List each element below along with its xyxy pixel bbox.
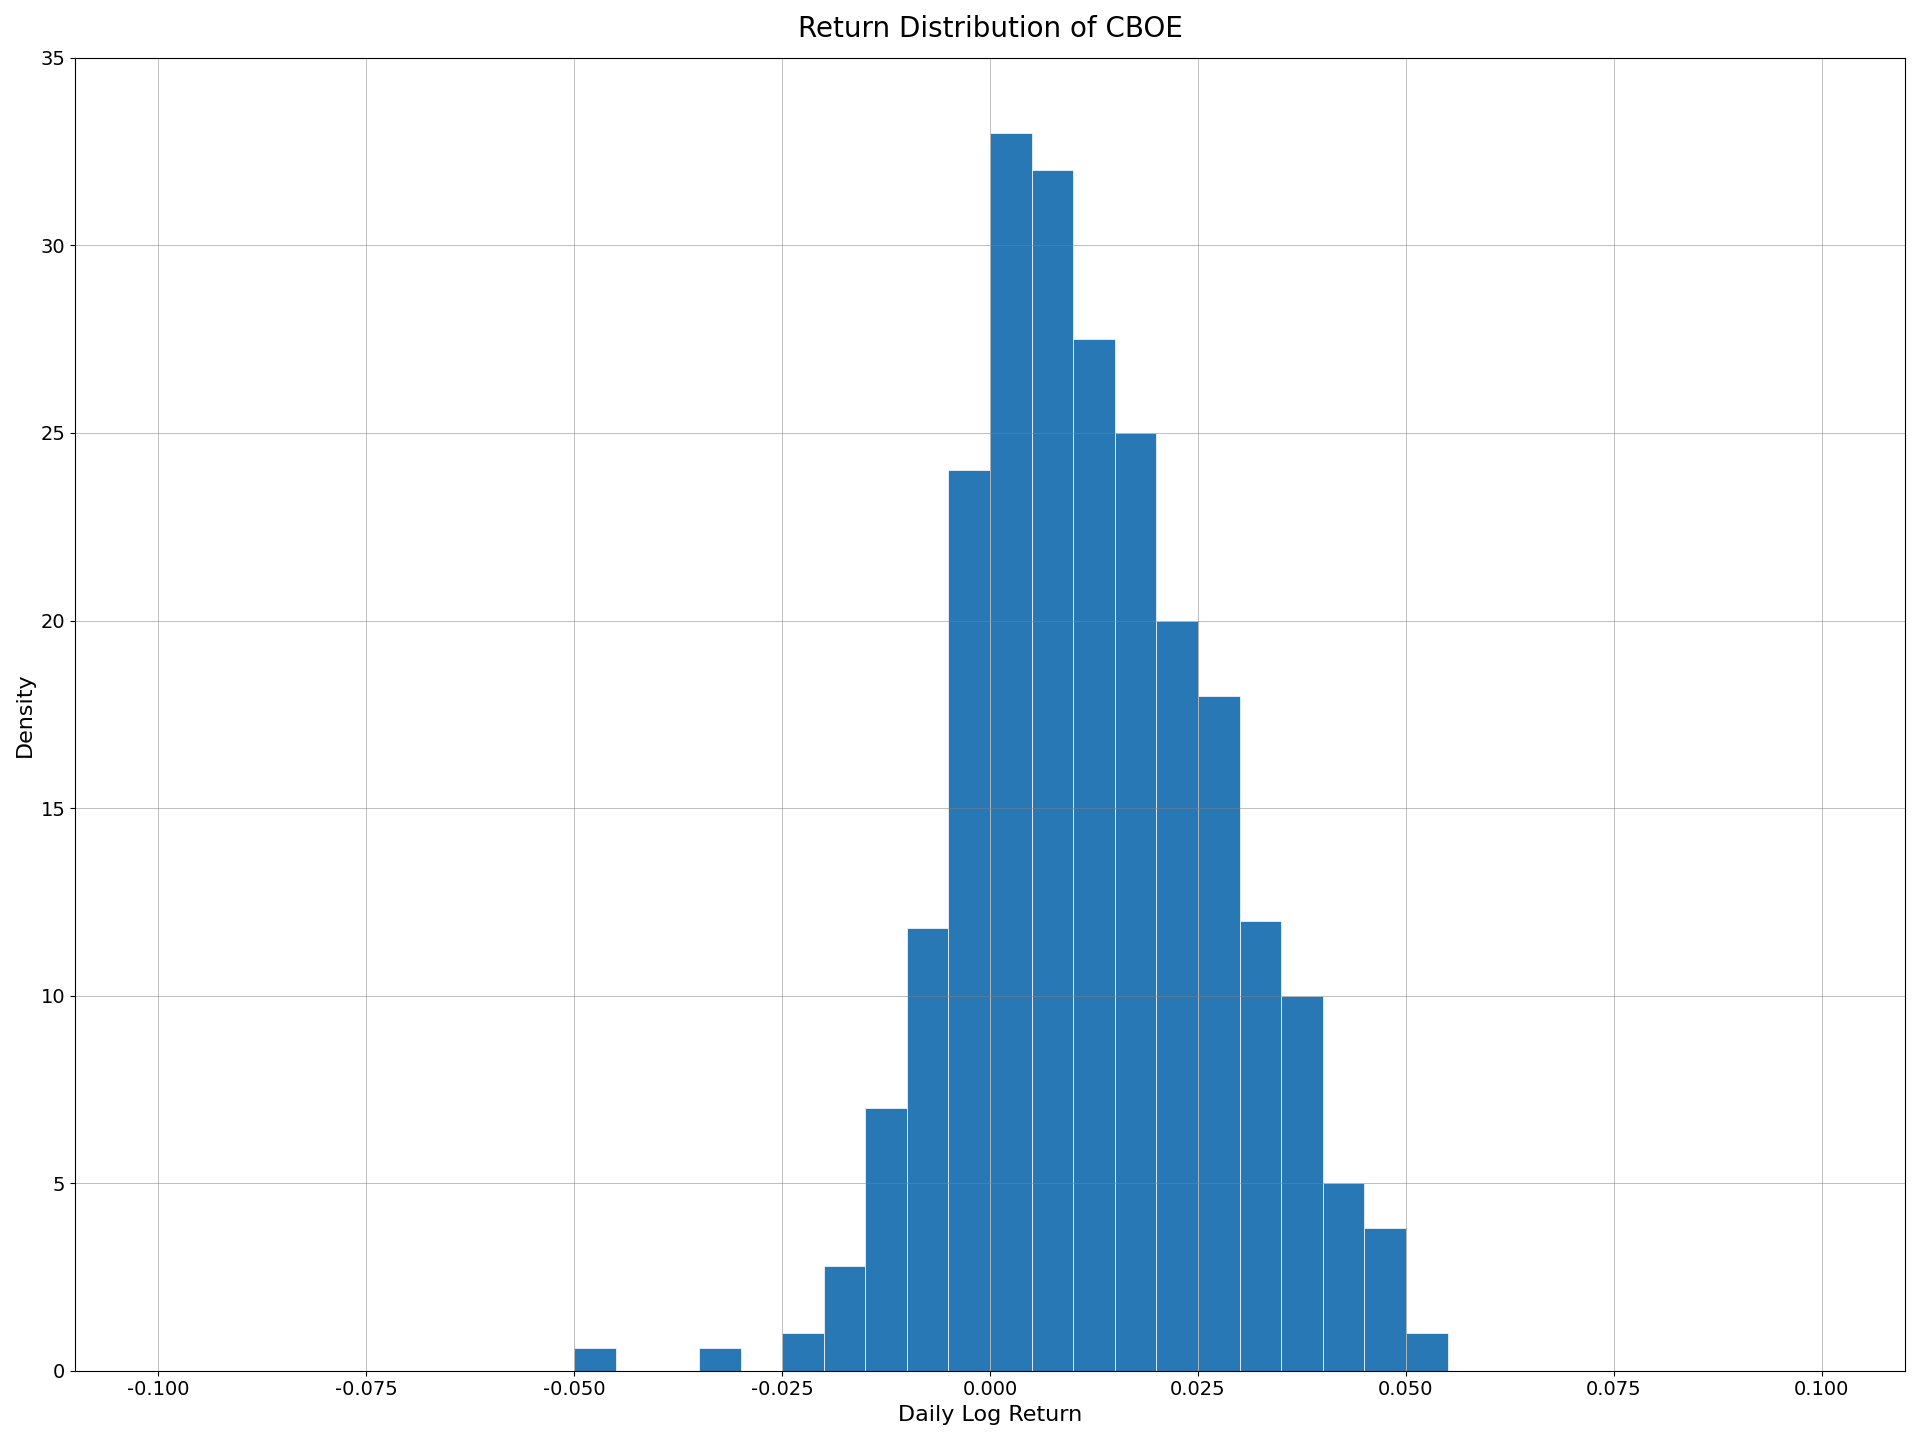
Bar xyxy=(1281,995,1323,1371)
X-axis label: Daily Log Return: Daily Log Return xyxy=(899,1405,1083,1426)
Bar xyxy=(781,1333,824,1371)
Bar xyxy=(1240,920,1281,1371)
Bar xyxy=(906,929,948,1371)
Bar xyxy=(991,132,1031,1371)
Bar xyxy=(1405,1333,1448,1371)
Bar xyxy=(1116,433,1156,1371)
Bar xyxy=(1323,1184,1365,1371)
Y-axis label: Density: Density xyxy=(15,672,35,756)
Title: Return Distribution of CBOE: Return Distribution of CBOE xyxy=(797,14,1183,43)
Bar xyxy=(866,1109,906,1371)
Bar xyxy=(1031,170,1073,1371)
Bar xyxy=(824,1266,866,1371)
Bar xyxy=(574,1348,616,1371)
Bar xyxy=(699,1348,741,1371)
Bar xyxy=(1073,340,1116,1371)
Bar xyxy=(1365,1228,1405,1371)
Bar xyxy=(1198,696,1240,1371)
Bar xyxy=(1156,621,1198,1371)
Bar xyxy=(948,471,991,1371)
